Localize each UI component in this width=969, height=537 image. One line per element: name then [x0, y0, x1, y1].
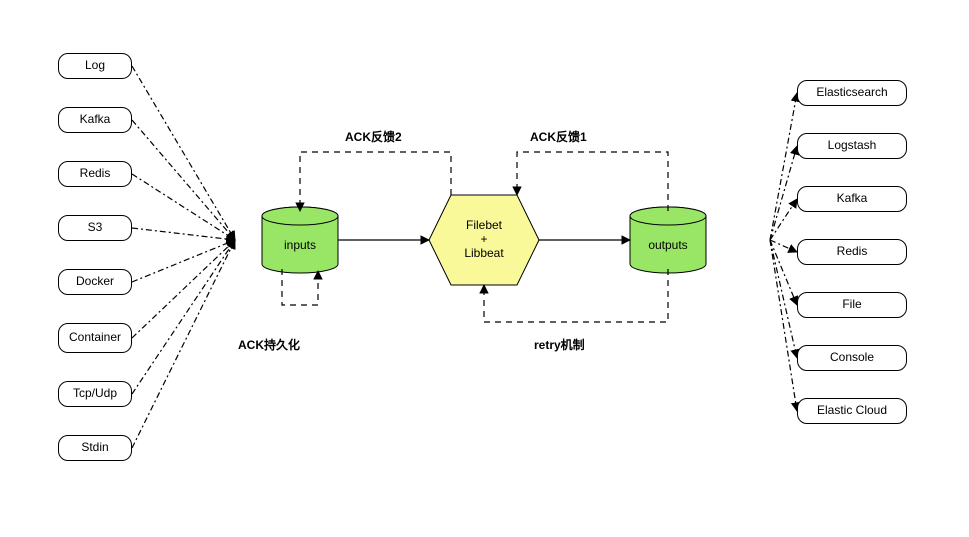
- source-pill-docker: Docker: [58, 269, 132, 295]
- sink-pill-file: File: [797, 292, 907, 318]
- source-pill-s3: S3: [58, 215, 132, 241]
- source-pill-tcpudp: Tcp/Udp: [58, 381, 132, 407]
- source-pill-redis_in: Redis: [58, 161, 132, 187]
- sink-pill-redis_out: Redis: [797, 239, 907, 265]
- sink-pill-ecloud: Elastic Cloud: [797, 398, 907, 424]
- source-pill-kafka_in: Kafka: [58, 107, 132, 133]
- sink-pill-kafka_out: Kafka: [797, 186, 907, 212]
- sink-pill-es: Elasticsearch: [797, 80, 907, 106]
- sink-pill-logstash: Logstash: [797, 133, 907, 159]
- label-ack-persist: ACK持久化: [238, 336, 300, 353]
- label-retry: retry机制: [534, 336, 585, 353]
- source-pill-stdin: Stdin: [58, 435, 132, 461]
- label-ack1: ACK反馈1: [530, 128, 587, 145]
- sink-pill-console: Console: [797, 345, 907, 371]
- source-pill-log: Log: [58, 53, 132, 79]
- label-ack2: ACK反馈2: [345, 128, 402, 145]
- source-pill-container: Container: [58, 323, 132, 353]
